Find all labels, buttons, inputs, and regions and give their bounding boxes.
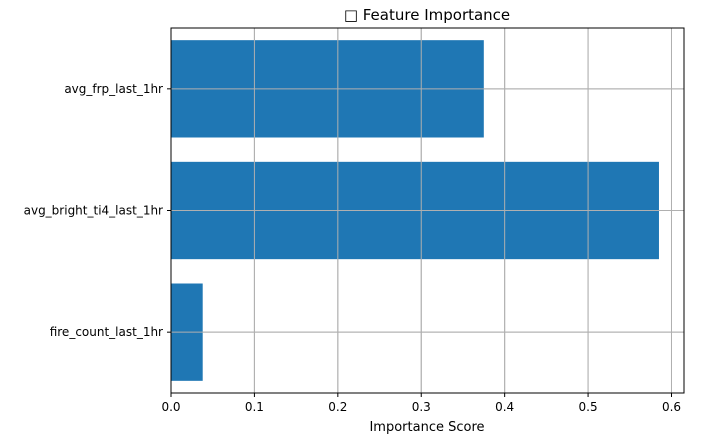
x-tick-label: 0.1 — [245, 400, 264, 414]
y-ticks: avg_frp_last_1hr avg_bright_ti4_last_1hrf… — [24, 82, 171, 339]
x-ticks: 0.0 0.1 0.2 0.3 0.4 0.5 0.6 — [161, 393, 681, 414]
x-tick-label: 0.5 — [579, 400, 598, 414]
x-tick-label: 0.0 — [161, 400, 180, 414]
x-tick-label: 0.2 — [328, 400, 347, 414]
y-tick-label: fire_count_last_1hr — [50, 325, 163, 339]
y-tick-label: avg_bright_ti4_last_1hr — [24, 204, 163, 218]
chart-title: □ Feature Importance — [344, 6, 510, 24]
bars — [170, 28, 684, 393]
y-tick-label: avg_frp_last_1hr — [64, 82, 163, 96]
x-tick-label: 0.4 — [495, 400, 514, 414]
x-tick-label: 0.6 — [662, 400, 681, 414]
x-axis-title: Importance Score — [369, 420, 484, 435]
x-tick-label: 0.3 — [412, 400, 431, 414]
